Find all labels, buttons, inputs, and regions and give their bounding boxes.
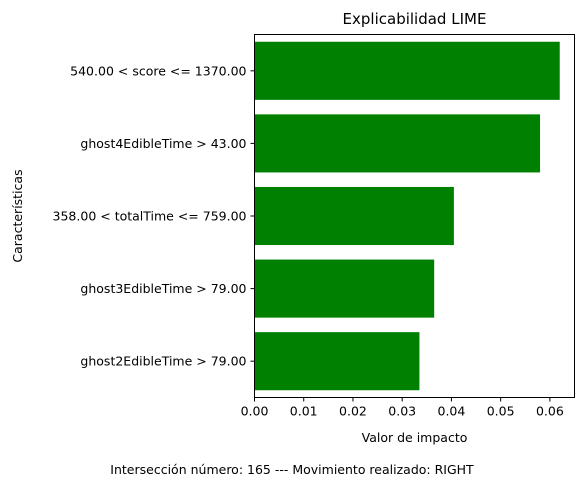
figure-caption: Intersección número: 165 --- Movimiento … — [110, 462, 474, 477]
x-tick-label: 0.03 — [388, 404, 416, 419]
lime-bar-chart: Explicabilidad LIME 540.00 < score <= 13… — [10, 10, 575, 445]
x-tick-label: 0.04 — [438, 404, 466, 419]
y-tick-label: 540.00 < score <= 1370.00 — [70, 63, 246, 78]
y-axis-label: Características — [10, 169, 25, 262]
bar — [254, 332, 420, 391]
y-tick-label: ghost4EdibleTime > 43.00 — [80, 136, 246, 151]
x-tick-label: 0.02 — [339, 404, 367, 419]
chart-title: Explicabilidad LIME — [343, 10, 487, 28]
bar — [254, 114, 541, 173]
y-tick-label: 358.00 < totalTime <= 759.00 — [53, 209, 247, 224]
bar — [254, 259, 435, 318]
x-axis-label: Valor de impacto — [362, 430, 468, 445]
bar — [254, 186, 454, 246]
x-tick-label: 0.06 — [536, 404, 564, 419]
x-tick-label: 0.00 — [241, 404, 269, 419]
x-tick-label: 0.01 — [290, 404, 318, 419]
y-tick-label: ghost2EdibleTime > 79.00 — [80, 354, 246, 369]
y-tick-label: ghost3EdibleTime > 79.00 — [80, 281, 246, 296]
x-tick-label: 0.05 — [487, 404, 515, 419]
bar — [254, 41, 560, 100]
plot-frame — [254, 34, 575, 398]
